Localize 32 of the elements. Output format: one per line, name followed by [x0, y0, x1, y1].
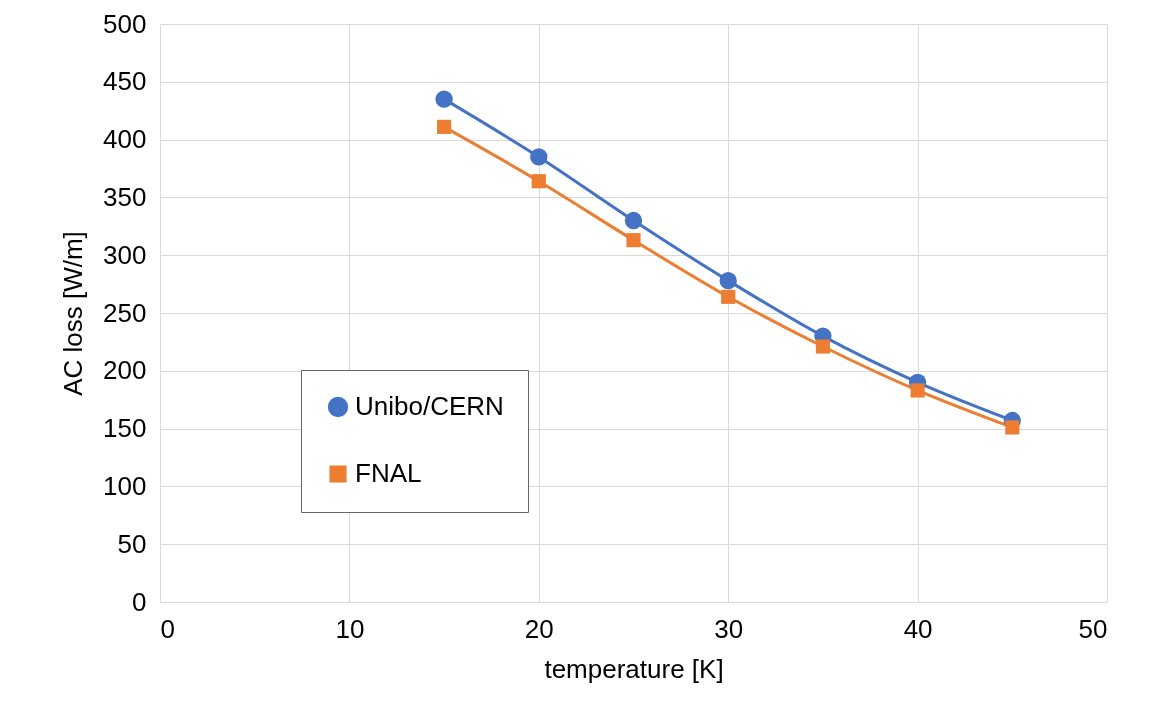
x-axis-title: temperature [K]	[544, 653, 724, 684]
y-tick-label: 400	[103, 124, 147, 155]
y-tick-label: 250	[103, 297, 147, 328]
point	[435, 90, 453, 108]
point	[815, 339, 830, 354]
point	[624, 211, 643, 230]
y-tick-label: 500	[103, 8, 147, 39]
x-tick-label: 40	[903, 613, 933, 644]
point	[531, 174, 546, 189]
x-tick-label: 30	[714, 613, 744, 644]
y-tick-label: 300	[103, 239, 147, 270]
y-tick-label: 0	[132, 586, 147, 617]
y-axis-title: AC loss [W/m]	[58, 231, 89, 396]
x-tick-label: 20	[524, 613, 554, 644]
y-tick-label: 450	[103, 66, 147, 97]
point	[437, 119, 452, 134]
x-tick-label: 10	[335, 613, 365, 644]
point	[626, 233, 641, 248]
y-tick-label: 200	[103, 355, 147, 386]
legend-label: Unibo/CERN	[355, 391, 504, 421]
point	[721, 289, 736, 304]
x-tick-label: 0	[160, 613, 175, 644]
x-tick-label: 50	[1078, 613, 1108, 644]
y-tick-label: 350	[103, 181, 147, 212]
legend-label: FNAL	[355, 458, 422, 488]
point	[530, 148, 548, 166]
point	[910, 383, 925, 398]
point	[1005, 420, 1020, 435]
point	[719, 271, 737, 290]
y-tick-label: 100	[103, 470, 147, 501]
y-tick-label: 150	[103, 413, 147, 444]
y-tick-label: 50	[117, 528, 147, 559]
